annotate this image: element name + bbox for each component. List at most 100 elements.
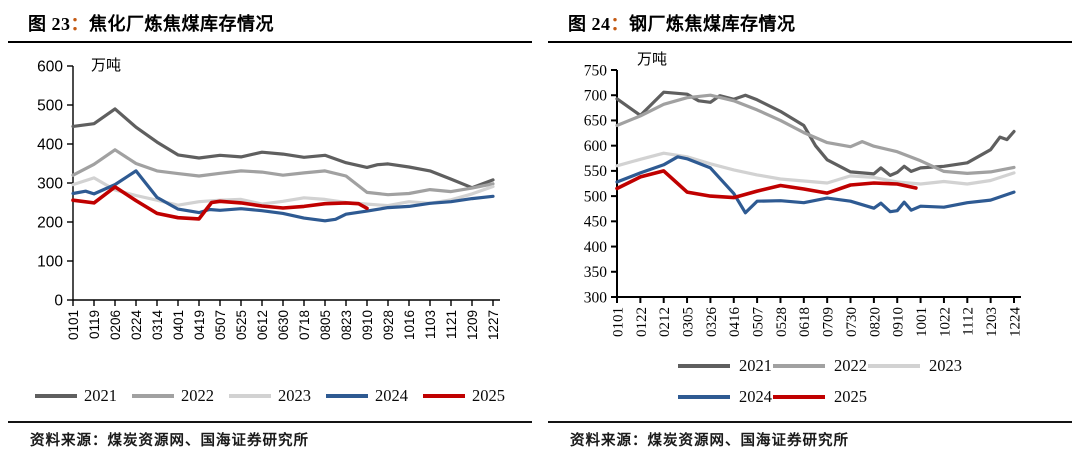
x-tick-label: 1227 bbox=[486, 310, 501, 340]
legend-label: 2022 bbox=[181, 386, 214, 405]
series-line-2021 bbox=[71, 107, 495, 190]
y-tick-label: 600 bbox=[584, 138, 608, 155]
legend-label: 2023 bbox=[278, 386, 311, 405]
y-tick-label: 350 bbox=[584, 264, 608, 281]
y-tick-label: 600 bbox=[37, 58, 63, 75]
figure24-title: 图 24：钢厂炼焦煤库存情况 bbox=[568, 10, 796, 36]
legend-swatch-2025 bbox=[423, 394, 465, 398]
legend-label: 2021 bbox=[84, 386, 117, 405]
figure24-panel: 图 24：钢厂炼焦煤库存情况 300 350 400 450 500 550 600 650 7… bbox=[540, 0, 1080, 462]
x-tick-label: 1112 bbox=[961, 307, 977, 336]
legend-item-2022: 2022 bbox=[132, 386, 214, 406]
legend-figure23: 2021 2022 2023 2024 2025 bbox=[0, 386, 540, 406]
chart-figure24: 300 350 400 450 500 550 600 650 700 750 0101 0122 02… bbox=[545, 40, 1077, 367]
x-tick-label: 0525 bbox=[234, 310, 249, 340]
figure24-name: 钢厂炼焦煤库存情况 bbox=[629, 14, 796, 34]
x-tick-label: 0416 bbox=[727, 307, 743, 338]
chart-canvas: 0 100 200 300 400 500 600 0101 0119 0206 0224 0314 0… bbox=[37, 57, 501, 341]
y-tick-label: 300 bbox=[37, 175, 63, 192]
y-tick-label: 100 bbox=[37, 253, 63, 270]
x-tick-label: 0612 bbox=[255, 310, 270, 340]
title-colon: ： bbox=[70, 14, 89, 34]
x-tick-label: 0101 bbox=[66, 310, 81, 340]
source-note-figure23: 资料来源：煤炭资源网、国海证券研究所 bbox=[30, 433, 309, 449]
chart-canvas: 300 350 400 450 500 550 600 650 700 750 0101 0122 02… bbox=[584, 51, 1024, 338]
legend-swatch-2021 bbox=[35, 394, 77, 398]
legend-item-2021: 2021 bbox=[35, 386, 117, 406]
y-axis-unit: 万吨 bbox=[91, 57, 121, 74]
series-line-2024 bbox=[615, 155, 1016, 215]
legend-swatch-2022 bbox=[773, 364, 825, 368]
x-tick-label: 1016 bbox=[402, 310, 417, 340]
legend-label: 2024 bbox=[375, 386, 408, 405]
y-tick-label: 500 bbox=[584, 188, 608, 205]
legend-label: 2022 bbox=[834, 356, 867, 375]
y-tick-label: 650 bbox=[584, 113, 608, 130]
legend-swatch-2024 bbox=[326, 394, 368, 398]
legend-swatch-2022 bbox=[132, 394, 174, 398]
legend-item-2023: 2023 bbox=[229, 386, 311, 406]
x-tick-label: 0224 bbox=[129, 310, 144, 341]
x-tick-label: 0101 bbox=[610, 307, 626, 337]
x-tick-label: 0305 bbox=[680, 307, 696, 337]
legend-item-2024: 2024 bbox=[678, 387, 773, 407]
x-tick-label: 0910 bbox=[891, 307, 907, 337]
x-tick-label: 0507 bbox=[751, 307, 767, 338]
legend-item-2025: 2025 bbox=[773, 387, 868, 407]
y-tick-label: 400 bbox=[584, 239, 608, 256]
legend-label: 2025 bbox=[472, 386, 505, 405]
title-divider bbox=[8, 41, 532, 44]
x-tick-label: 0709 bbox=[821, 307, 837, 337]
x-tick-label: 0507 bbox=[213, 310, 228, 340]
y-tick-label: 0 bbox=[54, 292, 63, 309]
y-tick-label: 550 bbox=[584, 163, 608, 180]
source-divider bbox=[548, 421, 1072, 423]
legend-swatch-2023 bbox=[868, 364, 920, 368]
x-tick-label: 1121 bbox=[444, 310, 459, 339]
x-tick-label: 0212 bbox=[657, 307, 673, 337]
x-tick-label: 1224 bbox=[1007, 307, 1023, 338]
figure23-name: 焦化厂炼焦煤库存情况 bbox=[89, 14, 274, 34]
legend-item-2023: 2023 bbox=[868, 356, 963, 376]
x-tick-label: 1203 bbox=[984, 307, 1000, 337]
series-line-2021 bbox=[615, 90, 1016, 177]
series-line-2022 bbox=[615, 93, 1016, 175]
x-tick-label: 1209 bbox=[465, 310, 480, 340]
y-tick-label: 700 bbox=[584, 87, 608, 104]
legend-item-2022: 2022 bbox=[773, 356, 868, 376]
title-colon: ： bbox=[610, 14, 629, 34]
x-tick-label: 1022 bbox=[937, 307, 953, 337]
series-line-2025 bbox=[71, 185, 369, 221]
title-divider bbox=[548, 41, 1072, 44]
legend-item-2025: 2025 bbox=[423, 386, 505, 406]
legend-row: 2021 2022 2023 2024 2025 bbox=[0, 386, 540, 406]
x-tick-label: 0910 bbox=[360, 310, 375, 340]
series-line-2024 bbox=[71, 169, 495, 223]
y-tick-label: 200 bbox=[37, 214, 63, 231]
legend-label: 2024 bbox=[739, 387, 772, 406]
legend-swatch-2025 bbox=[773, 395, 825, 399]
y-tick-label: 300 bbox=[584, 289, 608, 306]
x-tick-label: 0119 bbox=[87, 310, 102, 339]
x-tick-label: 0823 bbox=[339, 310, 354, 340]
figure23-number: 图 23 bbox=[28, 14, 71, 34]
x-tick-label: 0718 bbox=[297, 310, 312, 340]
x-tick-label: 0122 bbox=[634, 307, 650, 337]
legend-label: 2023 bbox=[929, 356, 962, 375]
x-tick-label: 0401 bbox=[171, 310, 186, 340]
y-axis-unit: 万吨 bbox=[637, 51, 667, 68]
x-tick-label: 1001 bbox=[914, 307, 930, 337]
x-tick-label: 0314 bbox=[150, 310, 165, 341]
legend-figure24: 2021 2022 2023 2024 2025 bbox=[678, 356, 988, 407]
x-tick-label: 0730 bbox=[844, 307, 860, 337]
legend-label: 2025 bbox=[834, 387, 867, 406]
series-line-2023 bbox=[615, 151, 1016, 186]
x-tick-label: 0326 bbox=[704, 307, 720, 338]
x-tick-label: 0618 bbox=[797, 307, 813, 337]
source-divider bbox=[8, 421, 532, 423]
figure23-title: 图 23：焦化厂炼焦煤库存情况 bbox=[28, 10, 274, 36]
y-tick-label: 400 bbox=[37, 136, 63, 153]
x-tick-label: 1103 bbox=[423, 310, 438, 339]
figure24-number: 图 24 bbox=[568, 14, 611, 34]
x-tick-label: 0820 bbox=[867, 307, 883, 337]
